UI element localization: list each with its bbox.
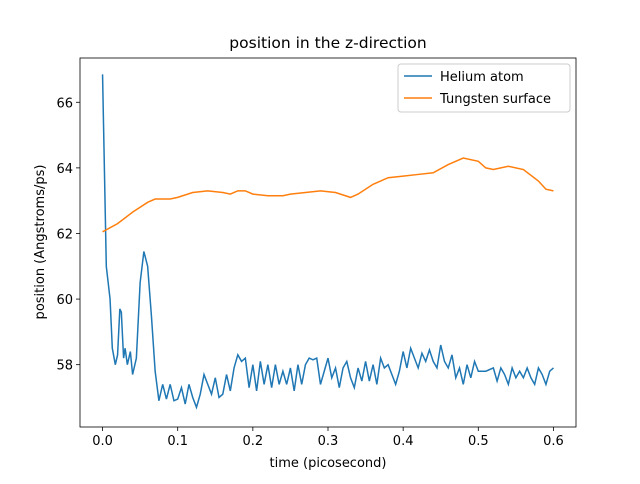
- plot-frame: [79, 57, 577, 428]
- y-tick-label: 58: [56, 359, 73, 374]
- legend-box: [397, 63, 571, 113]
- x-tick-label: 0.6: [543, 434, 564, 449]
- legend-label: Helium atom: [440, 70, 524, 85]
- y-tick-label: 64: [56, 162, 73, 177]
- data-line: [102, 157, 554, 233]
- y-tick-label: 60: [56, 293, 73, 308]
- y-axis-label: position (Angstroms/ps): [33, 165, 48, 320]
- x-tick-label: 0.1: [167, 434, 188, 449]
- x-tick-label: 0.4: [393, 434, 414, 449]
- x-axis-label: time (picosecond): [270, 456, 387, 471]
- x-tick-label: 0.5: [468, 434, 489, 449]
- y-tick-label: 62: [56, 227, 73, 242]
- y-tick-label: 66: [56, 96, 73, 111]
- data-line: [101, 74, 554, 410]
- x-tick-label: 0.3: [318, 434, 339, 449]
- x-tick-label: 0.2: [243, 434, 264, 449]
- chart-title: position in the z-direction: [229, 34, 426, 52]
- legend-label: Tungsten surface: [439, 92, 551, 107]
- x-tick-label: 0.0: [92, 434, 113, 449]
